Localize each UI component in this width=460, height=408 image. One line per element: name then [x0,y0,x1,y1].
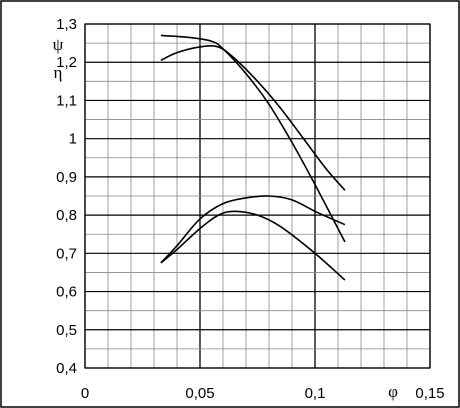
y-tick-label: 1,2 [56,54,77,71]
x-tick-label: 0,05 [185,385,214,402]
series-group [160,34,346,281]
y-tick-label: 1,1 [56,92,77,109]
y-tick-label: 0,5 [56,322,77,339]
y-tick-label: 0,6 [56,284,77,301]
x-tick-label: 0,15 [415,385,444,402]
x-tick-labels: 0 0,05 0,1 0,15 [81,385,445,402]
series-line-2 [160,45,346,191]
y-tick-label: 1,3 [56,16,77,33]
y-axis-label-psi: ψ [53,35,64,54]
x-tick-label: 0 [81,385,89,402]
y-tick-label: 0,8 [56,207,77,224]
y-tick-label: 0,7 [56,245,77,262]
x-tick-label: 0,1 [305,385,326,402]
y-tick-label: 0,4 [56,360,77,377]
plot-border [84,23,431,369]
y-tick-label: 1 [69,131,77,148]
y-tick-label: 0,9 [56,169,77,186]
series-line-4 [160,210,346,281]
series-line-3 [160,195,346,264]
y-axis-label-eta: η [54,63,63,82]
y-tick-labels: 0,4 0,5 0,6 0,7 0,8 0,9 1 1,1 1,2 1,3 [56,16,77,377]
series-line-1 [160,34,346,243]
x-axis-label: φ [388,382,398,401]
